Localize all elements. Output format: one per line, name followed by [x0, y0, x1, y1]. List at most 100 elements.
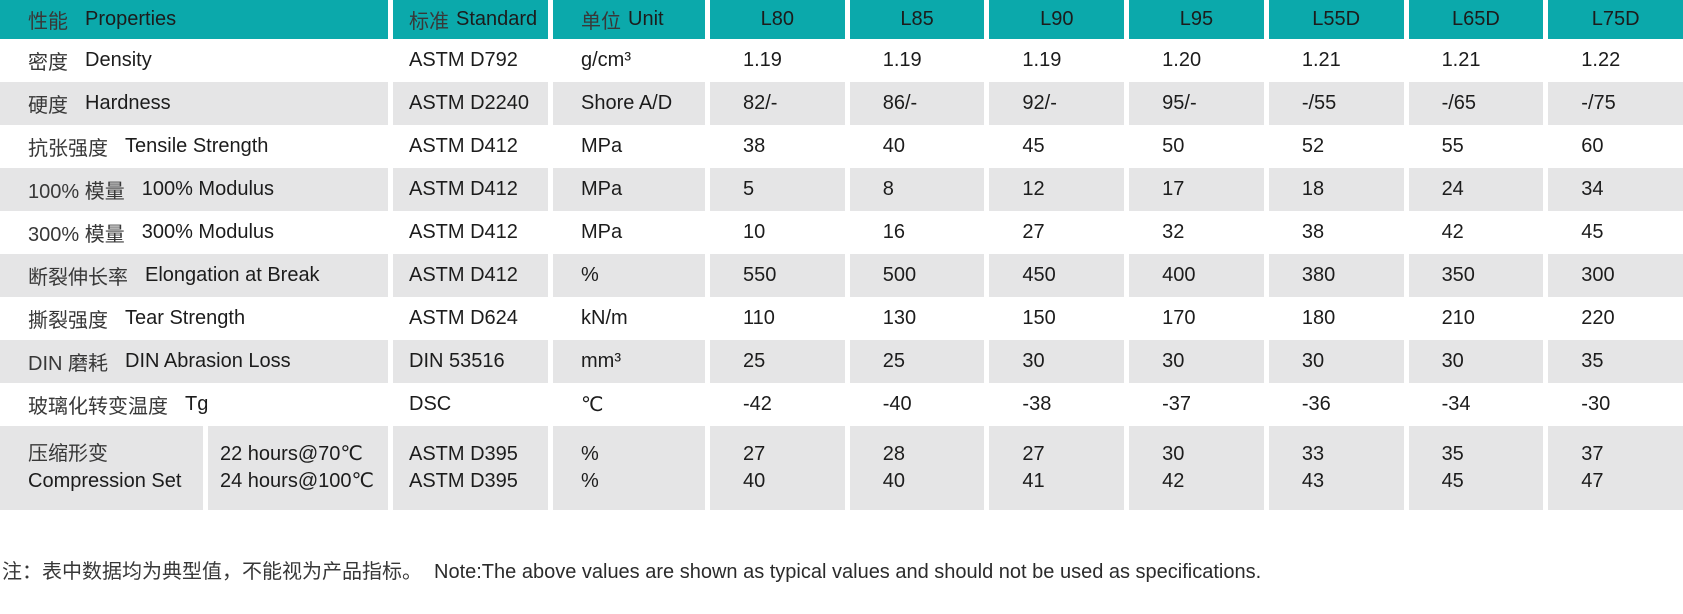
value-cell: 37 47	[1548, 426, 1683, 510]
condition-line: 22 hours@70℃	[220, 443, 363, 465]
value-cell: 34	[1548, 168, 1683, 211]
unit-cell: mm³	[553, 340, 705, 383]
property-zh: 300% 模量	[28, 224, 125, 246]
footnote-en: Note:The above values are shown as typic…	[434, 561, 1262, 583]
value-line: 27	[743, 443, 766, 465]
standard-cell: DIN 53516	[393, 340, 548, 383]
value-cell: 27 41	[989, 426, 1125, 510]
unit-text: %	[581, 264, 599, 286]
value-cell: 1.21	[1408, 39, 1544, 82]
value-cell: -34	[1408, 383, 1544, 426]
value-cell: 42	[1408, 211, 1544, 254]
header-standard: 标准 Standard	[393, 0, 548, 39]
value-cell: -37	[1129, 383, 1264, 426]
value-line: 37	[1581, 443, 1604, 465]
value-cell: 45	[989, 125, 1125, 168]
unit-text: kN/m	[581, 307, 628, 329]
value-cell: 16	[849, 211, 985, 254]
standard-text: ASTM D2240	[409, 92, 530, 114]
standard-line: ASTM D395	[409, 443, 518, 465]
value-line: 33	[1301, 443, 1325, 465]
standard-cell: ASTM D412	[393, 168, 548, 211]
value-cell: 400	[1129, 254, 1264, 297]
value-cell: -/55	[1268, 82, 1404, 125]
value-cell: 30	[989, 340, 1125, 383]
value-cell: 86/-	[849, 82, 985, 125]
value-cell: 1.19	[849, 39, 985, 82]
value-cell: 27	[989, 211, 1125, 254]
standard-text: DSC	[409, 393, 452, 415]
value-line: 35	[1441, 443, 1464, 465]
footnote: 注：表中数据均为典型值，不能视为产品指标。 Note:The above valu…	[2, 555, 1261, 584]
value-cell: 1.22	[1548, 39, 1683, 82]
standard-cell: ASTM D412	[393, 125, 548, 168]
value-cell: 1.19	[710, 39, 845, 82]
property-cell: 100% 模量 100% Modulus	[0, 168, 388, 211]
property-zh: 密度	[28, 52, 68, 74]
header-unit-en: Unit	[628, 8, 664, 30]
property-zh: 玻璃化转变温度	[28, 396, 168, 418]
property-zh: 撕裂强度	[28, 310, 108, 332]
value-line: 45	[1441, 470, 1464, 492]
footnote-zh: 注：表中数据均为典型值，不能视为产品指标。	[2, 561, 422, 583]
value-cell: 1.19	[989, 39, 1125, 82]
standard-text: ASTM D412	[409, 135, 518, 157]
unit-text: MPa	[581, 221, 623, 243]
value-cell: -42	[710, 383, 845, 426]
value-cell: 210	[1408, 297, 1544, 340]
table-row: 300% 模量 300% Modulus ASTM D412 MPa 10 16 27 32 3…	[0, 211, 1683, 254]
value-cell: 220	[1548, 297, 1683, 340]
value-cell: 55	[1408, 125, 1544, 168]
unit-text: mm³	[581, 350, 621, 372]
value-cell: 92/-	[989, 82, 1125, 125]
unit-cell: MPa	[553, 168, 705, 211]
property-cell: DIN 磨耗 DIN Abrasion Loss	[0, 340, 388, 383]
condition-line: 24 hours@100℃	[220, 470, 374, 492]
header-grade-cell: L90	[989, 0, 1125, 39]
value-cell: 500	[849, 254, 985, 297]
value-cell: 30	[1408, 340, 1544, 383]
table-row: 硬度 Hardness ASTM D2240 Shore A/D 82/- 86/- 92/…	[0, 82, 1683, 125]
value-cell: 28 40	[849, 426, 985, 510]
property-zh: 100% 模量	[28, 181, 125, 203]
header-unit: 单位 Unit	[553, 0, 705, 39]
value-line: 30	[1162, 443, 1185, 465]
value-cell: 27 40	[710, 426, 845, 510]
value-cell: 17	[1129, 168, 1264, 211]
unit-text: ℃	[581, 394, 604, 416]
standard-cell: ASTM D412	[393, 211, 548, 254]
unit-cell: % %	[553, 426, 705, 510]
unit-text: MPa	[581, 135, 623, 157]
value-cell: 33 43	[1268, 426, 1404, 510]
unit-line: %	[581, 470, 599, 492]
header-standard-zh: 标准	[409, 11, 449, 33]
value-cell: 300	[1548, 254, 1683, 297]
value-cell: 110	[710, 297, 845, 340]
property-cell: 300% 模量 300% Modulus	[0, 211, 388, 254]
unit-cell: g/cm³	[553, 39, 705, 82]
unit-text: g/cm³	[581, 49, 631, 71]
value-cell: 170	[1129, 297, 1264, 340]
property-zh: DIN 磨耗	[28, 353, 108, 375]
standard-cell: ASTM D395 ASTM D395	[393, 426, 548, 510]
value-cell: 30 42	[1129, 426, 1264, 510]
table-row: 玻璃化转变温度 Tg DSC ℃ -42 -40 -38 -37 -36 -34 -30	[0, 383, 1683, 426]
value-line: 43	[1301, 470, 1325, 492]
standard-text: ASTM D412	[409, 221, 518, 243]
value-cell: 350	[1408, 254, 1544, 297]
header-grade-cell: L55D	[1268, 0, 1404, 39]
table-row: 撕裂强度 Tear Strength ASTM D624 kN/m 110 130 150 1…	[0, 297, 1683, 340]
value-cell: 52	[1268, 125, 1404, 168]
property-en: 100% Modulus	[141, 178, 275, 200]
value-cell: 1.21	[1268, 39, 1404, 82]
value-cell: -/75	[1548, 82, 1683, 125]
value-cell: 32	[1129, 211, 1264, 254]
property-cell: 密度 Density	[0, 39, 388, 82]
table-row: 抗张强度 Tensile Strength ASTM D412 MPa 38 40 45 50…	[0, 125, 1683, 168]
header-properties-en: Properties	[85, 8, 177, 30]
value-line: 28	[882, 443, 905, 465]
property-en: Tear Strength	[125, 307, 246, 329]
standard-text: ASTM D412	[409, 264, 518, 286]
header-properties-zh: 性能	[28, 11, 68, 33]
property-zh: 硬度	[28, 95, 68, 117]
